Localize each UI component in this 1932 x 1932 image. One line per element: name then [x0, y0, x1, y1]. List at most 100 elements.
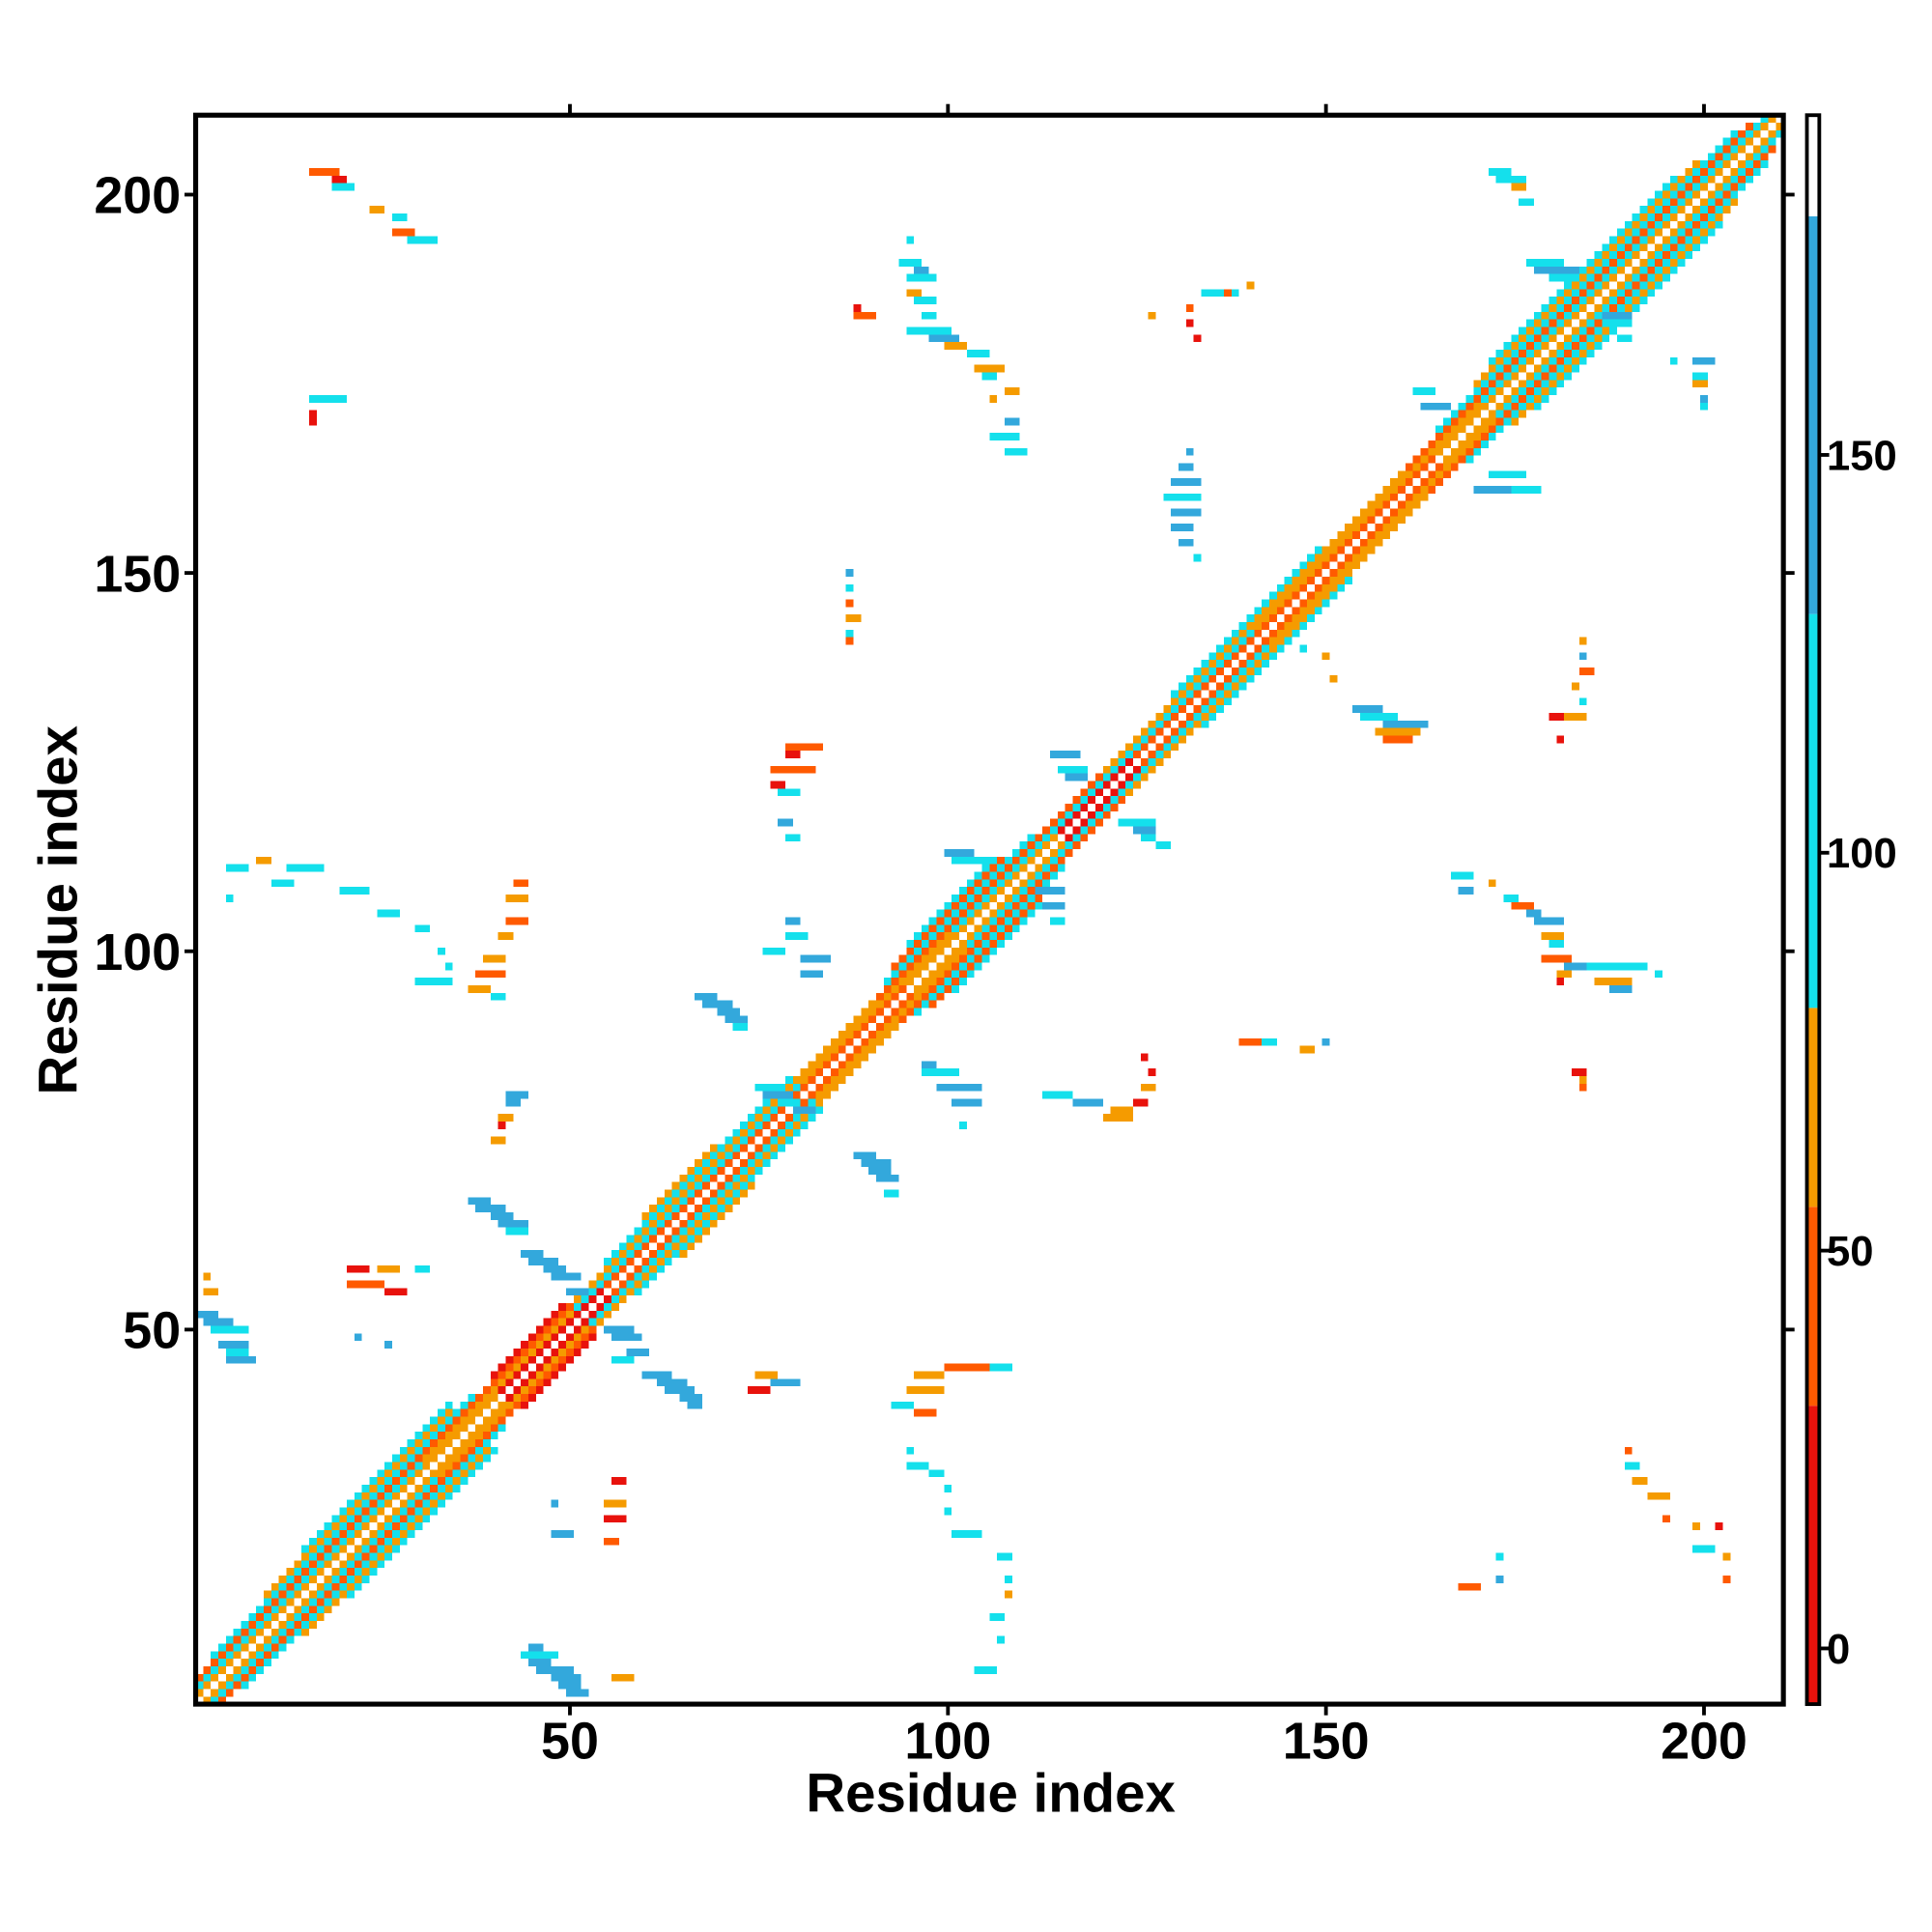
diagonal-run — [264, 1408, 453, 1599]
cell-run — [944, 1363, 990, 1372]
cell-run — [928, 334, 960, 343]
cell-run — [354, 1333, 362, 1342]
cell-run — [944, 1507, 952, 1516]
cell-run — [754, 1371, 779, 1379]
cell-run — [754, 1083, 786, 1092]
cell-run — [845, 599, 854, 608]
x-axis-label: Residue index — [806, 1763, 1175, 1824]
cell-run — [1049, 751, 1081, 759]
cell-run — [604, 1537, 619, 1546]
cell-run — [521, 1651, 559, 1660]
cell-run — [1692, 356, 1716, 365]
cell-run — [1375, 727, 1421, 736]
cell-run — [936, 1083, 982, 1092]
cell-run — [1171, 478, 1202, 487]
diagonal-run — [195, 1393, 498, 1697]
cell-run — [1564, 713, 1587, 721]
x-tick-label: 100 — [904, 1713, 991, 1771]
cell-run — [1526, 259, 1565, 267]
cell-run — [407, 236, 439, 244]
cell-run — [1148, 1068, 1156, 1076]
cell-run — [1715, 1522, 1723, 1530]
cell-run — [1382, 735, 1413, 744]
cell-run — [1223, 289, 1232, 298]
cell-run — [701, 1000, 733, 1009]
cell-run — [490, 992, 506, 1001]
cell-run — [490, 1136, 506, 1145]
cell-run — [1185, 319, 1194, 327]
cell-run — [898, 259, 922, 267]
cell-run — [906, 289, 922, 298]
cell-run — [626, 1348, 650, 1356]
diagonal-run-mirror — [521, 1333, 597, 1409]
cell-run — [785, 917, 801, 925]
cell-run — [853, 311, 876, 320]
diagonal-run-mirror — [634, 1106, 824, 1296]
cell-run — [1231, 289, 1239, 298]
cell-run — [505, 1091, 528, 1099]
cell-run — [414, 1264, 431, 1273]
cell-run — [906, 1462, 929, 1470]
cell-run — [444, 962, 453, 971]
cell-run — [1118, 818, 1156, 827]
cell-run — [785, 932, 809, 940]
cell-run — [656, 1378, 688, 1387]
colorbar-band — [1806, 613, 1820, 1009]
cell-run — [497, 1219, 528, 1228]
cell-run — [717, 1008, 741, 1016]
cell-run — [914, 266, 929, 274]
cell-run — [1662, 1515, 1670, 1523]
diagonal-run — [1435, 115, 1776, 456]
cell-run — [1450, 871, 1474, 880]
cell-run — [845, 614, 862, 623]
cell-run — [868, 1166, 892, 1175]
cell-run — [906, 273, 937, 282]
cell-run — [1692, 1522, 1701, 1530]
cell-run — [1005, 447, 1028, 456]
y-tick-label: 50 — [123, 1302, 181, 1360]
cell-run — [1140, 834, 1156, 842]
cell-run — [482, 954, 506, 963]
cell-run — [308, 410, 317, 418]
cell-run — [1533, 917, 1565, 925]
cell-run — [1692, 372, 1708, 381]
y-tick-label: 150 — [94, 545, 181, 603]
cell-run — [770, 1378, 801, 1387]
cell-run — [490, 1211, 514, 1220]
cell-run — [952, 1098, 982, 1107]
cell-run — [845, 583, 854, 592]
colorbar-band — [1806, 1406, 1820, 1705]
cell-run — [611, 1355, 635, 1364]
cell-run — [989, 395, 998, 403]
cell-run — [497, 932, 514, 940]
cell-run — [944, 1484, 952, 1492]
diagonal-run — [195, 1462, 423, 1690]
cell-run — [1005, 387, 1020, 396]
cell-run — [695, 992, 718, 1001]
cell-run — [369, 206, 385, 214]
cell-run — [347, 1280, 385, 1289]
cell-run — [1722, 1552, 1731, 1561]
diagonal-run-mirror — [1511, 198, 1739, 426]
cell-run — [1072, 1098, 1103, 1107]
cell-run — [921, 1068, 960, 1076]
cell-run — [747, 1386, 771, 1394]
cell-run — [1548, 273, 1579, 282]
cell-run — [952, 856, 990, 865]
diagonal-run — [604, 1075, 793, 1265]
cell-run — [770, 765, 816, 774]
cell-run — [225, 864, 249, 872]
cell-run — [551, 1499, 559, 1508]
cell-run — [1352, 705, 1383, 714]
cell-run — [392, 213, 408, 221]
diagonal-run — [490, 1302, 567, 1379]
cell-run — [1495, 1575, 1504, 1583]
cell-run — [1042, 901, 1065, 910]
cell-run — [1578, 652, 1587, 661]
cell-run — [1578, 697, 1587, 706]
cell-run — [218, 1341, 249, 1349]
cell-run — [347, 1264, 370, 1273]
cell-run — [1564, 962, 1587, 971]
cell-run — [1488, 168, 1512, 176]
cell-run — [1359, 713, 1398, 721]
